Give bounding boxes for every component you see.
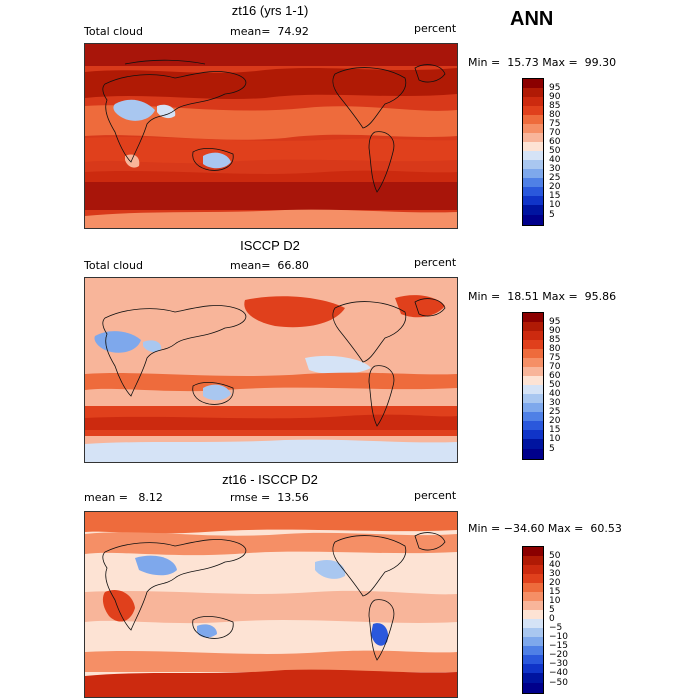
colorbar-tick: 20 — [549, 416, 561, 426]
subtropics-north — [85, 105, 457, 140]
colorbar-tick: 40 — [549, 155, 561, 165]
colorbar-tick: −50 — [549, 678, 568, 688]
colorbar-tick: 50 — [549, 146, 561, 156]
colorbar-tick: 10 — [549, 434, 561, 444]
arctic-band — [85, 512, 457, 534]
antarctica — [85, 669, 457, 697]
colorbar-tick: 95 — [549, 317, 561, 327]
cloud-map — [84, 43, 458, 229]
colorbar-tick: 80 — [549, 110, 561, 120]
southern-ocean-band — [85, 180, 457, 210]
variable-label: Total cloud — [84, 259, 143, 272]
colorbar-tick: 5 — [549, 210, 555, 220]
colorbar-tick: 0 — [549, 614, 555, 624]
arctic-band — [85, 278, 457, 298]
tropics-positive — [85, 590, 457, 624]
colorbar-tick: −20 — [549, 650, 568, 660]
east-pacific-negative — [315, 559, 346, 579]
australia-low-cloud — [203, 384, 231, 401]
panel-title: ISCCP D2 — [240, 238, 300, 253]
mean-label: mean = 8.12 — [84, 491, 163, 504]
min-max-stats: Min = −34.60 Max = 60.53 — [468, 522, 622, 535]
colorbar-tick: 30 — [549, 164, 561, 174]
colorbar-tick: 30 — [549, 569, 561, 579]
units-label: percent — [414, 256, 457, 269]
panel-title: zt16 - ISCCP D2 — [222, 472, 318, 487]
colorbar-tick: 20 — [549, 182, 561, 192]
colorbar-tick: 75 — [549, 353, 561, 363]
season-label: ANN — [510, 8, 554, 30]
north-pacific-storm — [244, 296, 345, 328]
colorbar-tick: 70 — [549, 362, 561, 372]
coastlines — [102, 532, 446, 661]
colorbar-tick: 5 — [549, 444, 555, 454]
colorbar-tick: 95 — [549, 83, 561, 93]
tropics — [85, 372, 457, 392]
colorbar-tick: 60 — [549, 371, 561, 381]
colorbar-tick: 70 — [549, 128, 561, 138]
colorbar-tick: 85 — [549, 335, 561, 345]
units-label: percent — [414, 489, 457, 502]
sahara-low-cloud — [113, 99, 155, 121]
colorbar-tick: 30 — [549, 398, 561, 408]
colorbar-tick: −15 — [549, 641, 568, 651]
middle-east-low-cloud — [157, 104, 176, 119]
colorbar-tick: 80 — [549, 344, 561, 354]
middle-east-low-cloud — [143, 340, 162, 353]
colorbar — [522, 312, 544, 460]
colorbar-tick: 50 — [549, 380, 561, 390]
colorbar-tick: 15 — [549, 191, 561, 201]
colorbar-tick: 5 — [549, 605, 555, 615]
australia-low-cloud — [203, 152, 231, 169]
colorbar-tick: 75 — [549, 119, 561, 129]
colorbar-tick: 25 — [549, 173, 561, 183]
colorbar-tick: 20 — [549, 578, 561, 588]
antarctica — [85, 209, 457, 228]
colorbar-tick: −10 — [549, 632, 568, 642]
colorbar-tick: 40 — [549, 560, 561, 570]
north-eurasia-positive — [85, 532, 457, 556]
variable-label: Total cloud — [84, 25, 143, 38]
rmse-label: rmse = 13.56 — [230, 491, 309, 504]
antarctica — [85, 439, 457, 462]
colorbar-tick: 90 — [549, 92, 561, 102]
storm-track-north — [85, 68, 457, 99]
mean-label: mean= 66.80 — [230, 259, 309, 272]
units-label: percent — [414, 22, 457, 35]
colorbar-tick: 10 — [549, 596, 561, 606]
tropics — [85, 137, 457, 164]
colorbar-tick: 85 — [549, 101, 561, 111]
mean-label: mean= 74.92 — [230, 25, 309, 38]
min-max-stats: Min = 18.51 Max = 95.86 — [468, 290, 617, 303]
colorbar-tick: 60 — [549, 137, 561, 147]
coastlines — [102, 59, 446, 193]
colorbar-tick: 90 — [549, 326, 561, 336]
colorbar-tick: −30 — [549, 659, 568, 669]
southern-ocean-positive — [85, 650, 457, 672]
colorbar-tick: −5 — [549, 623, 563, 633]
cloud-map — [84, 511, 458, 698]
pacific-low-cloud — [305, 355, 371, 375]
min-max-stats: Min = 15.73 Max = 99.30 — [468, 56, 617, 69]
colorbar-tick: 50 — [549, 551, 561, 561]
panel-title: zt16 (yrs 1-1) — [231, 3, 309, 18]
colorbar-tick: 15 — [549, 425, 561, 435]
australia-negative — [197, 624, 217, 638]
north-atlantic-storm — [395, 295, 445, 318]
colorbar-tick: 15 — [549, 587, 561, 597]
colorbar-tick: 25 — [549, 407, 561, 417]
arctic-band — [85, 44, 457, 66]
colorbar-tick: −40 — [549, 668, 568, 678]
africa-positive — [102, 589, 135, 622]
south-america-negative — [371, 623, 389, 646]
coastlines — [102, 298, 446, 427]
west-pacific-negative — [135, 555, 177, 576]
cloud-map — [84, 277, 458, 463]
colorbar — [522, 546, 544, 694]
colorbar-tick: 10 — [549, 200, 561, 210]
colorbar-tick: 40 — [549, 389, 561, 399]
s-africa-low-cloud — [125, 154, 140, 168]
colorbar — [522, 78, 544, 226]
